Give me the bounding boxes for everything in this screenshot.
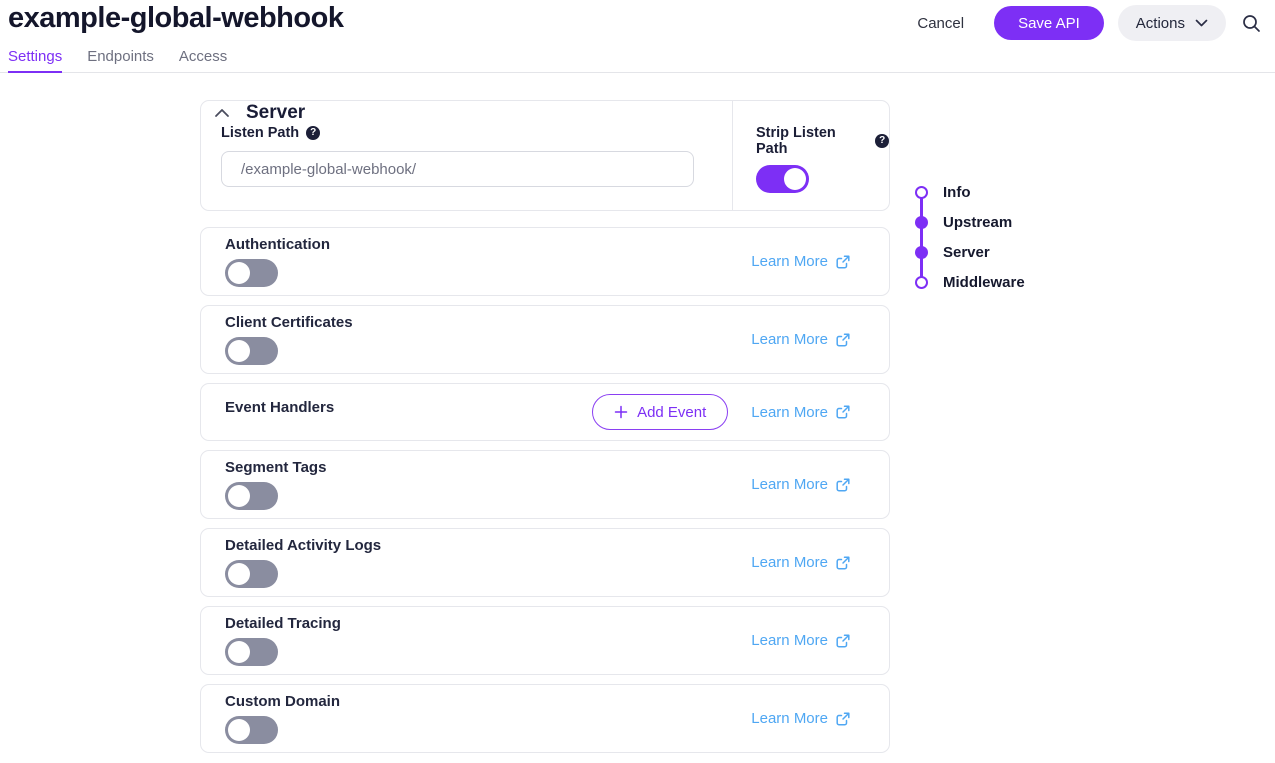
stepper-dot bbox=[915, 245, 928, 259]
toggle-knob bbox=[228, 641, 250, 663]
add-event-button[interactable]: Add Event bbox=[592, 394, 729, 430]
tab-bar: Settings Endpoints Access bbox=[0, 46, 1275, 73]
toggle-knob bbox=[228, 485, 250, 507]
segment-tags-toggle[interactable] bbox=[225, 482, 278, 510]
strip-listen-path-label: Strip Listen Path bbox=[756, 125, 836, 157]
external-link-icon bbox=[836, 332, 850, 347]
stepper-item-server[interactable]: Server bbox=[915, 237, 1025, 267]
stepper-line bbox=[920, 192, 923, 282]
external-link-icon bbox=[836, 633, 850, 648]
save-api-button[interactable]: Save API bbox=[994, 6, 1104, 40]
feature-label: Event Handlers bbox=[225, 399, 335, 416]
custom-domain-toggle[interactable] bbox=[225, 716, 278, 744]
stepper-dot bbox=[915, 275, 928, 289]
stepper-label: Middleware bbox=[943, 273, 1025, 291]
feature-label: Custom Domain bbox=[225, 693, 341, 710]
learn-more-link[interactable]: Learn More bbox=[751, 253, 851, 270]
learn-more-label: Learn More bbox=[751, 554, 828, 571]
stepper-label: Info bbox=[943, 183, 971, 201]
cancel-button[interactable]: Cancel bbox=[917, 14, 965, 32]
actions-button-label: Actions bbox=[1135, 14, 1185, 32]
learn-more-label: Learn More bbox=[751, 710, 828, 727]
collapse-section-button[interactable] bbox=[212, 106, 232, 120]
stepper-item-middleware[interactable]: Middleware bbox=[915, 267, 1025, 297]
toggle-knob bbox=[784, 168, 806, 190]
tab-access[interactable]: Access bbox=[178, 48, 228, 65]
client-certificates-toggle[interactable] bbox=[225, 337, 278, 365]
feature-card-event-handlers: Event Handlers Add Event Learn More bbox=[200, 383, 890, 441]
external-link-icon bbox=[836, 711, 850, 726]
strip-listen-path-field: Strip Listen Path ? bbox=[732, 101, 889, 210]
feature-card-client-certificates: Client Certificates Learn More bbox=[200, 305, 890, 374]
external-link-icon bbox=[836, 254, 850, 269]
detailed-tracing-toggle[interactable] bbox=[225, 638, 278, 666]
stepper-label: Upstream bbox=[943, 213, 1013, 231]
learn-more-label: Learn More bbox=[751, 253, 828, 270]
chevron-up-icon bbox=[215, 109, 229, 117]
feature-label: Detailed Activity Logs bbox=[225, 537, 382, 554]
detailed-activity-logs-toggle[interactable] bbox=[225, 560, 278, 588]
page-title: example-global-webhook bbox=[8, 2, 344, 34]
plus-icon bbox=[614, 405, 628, 419]
toggle-knob bbox=[228, 719, 250, 741]
server-section-header: Server bbox=[212, 102, 305, 124]
stepper-dot bbox=[915, 215, 928, 229]
feature-card-detailed-activity-logs: Detailed Activity Logs Learn More bbox=[200, 528, 890, 597]
search-icon bbox=[1243, 14, 1260, 32]
feature-label: Detailed Tracing bbox=[225, 615, 341, 632]
stepper-dot bbox=[915, 185, 928, 199]
learn-more-link[interactable]: Learn More bbox=[751, 331, 851, 348]
learn-more-link[interactable]: Learn More bbox=[751, 476, 851, 493]
authentication-toggle[interactable] bbox=[225, 259, 278, 287]
search-button[interactable] bbox=[1240, 12, 1263, 35]
listen-path-card: Listen Path ? Strip Listen Path ? bbox=[200, 100, 890, 211]
actions-button[interactable]: Actions bbox=[1117, 5, 1226, 41]
toggle-knob bbox=[228, 340, 250, 362]
learn-more-label: Learn More bbox=[751, 632, 828, 649]
feature-card-detailed-tracing: Detailed Tracing Learn More bbox=[200, 606, 890, 675]
external-link-icon bbox=[836, 555, 850, 570]
content-area: Server Listen Path ? Strip Listen Path ? bbox=[0, 100, 1275, 763]
stepper-label: Server bbox=[943, 243, 990, 261]
toggle-knob bbox=[228, 563, 250, 585]
feature-card-authentication: Authentication Learn More bbox=[200, 227, 890, 296]
tab-settings[interactable]: Settings bbox=[8, 46, 63, 73]
feature-card-segment-tags: Segment Tags Learn More bbox=[200, 450, 890, 519]
settings-cards: Listen Path ? Strip Listen Path ? Authen… bbox=[200, 100, 890, 753]
external-link-icon bbox=[836, 477, 850, 492]
learn-more-label: Learn More bbox=[751, 331, 828, 348]
section-title: Server bbox=[246, 102, 306, 123]
chevron-down-icon bbox=[1195, 19, 1208, 27]
toggle-knob bbox=[228, 262, 250, 284]
top-bar: example-global-webhook Cancel Save API A… bbox=[0, 0, 1275, 46]
add-event-label: Add Event bbox=[637, 403, 707, 421]
stepper-item-upstream[interactable]: Upstream bbox=[915, 207, 1025, 237]
learn-more-label: Learn More bbox=[751, 476, 828, 493]
listen-path-field: Listen Path ? bbox=[201, 101, 732, 210]
tab-endpoints[interactable]: Endpoints bbox=[87, 48, 154, 65]
listen-path-label: Listen Path bbox=[221, 125, 300, 141]
feature-card-custom-domain: Custom Domain Learn More bbox=[200, 684, 890, 753]
help-icon[interactable]: ? bbox=[875, 134, 889, 148]
learn-more-label: Learn More bbox=[751, 403, 828, 421]
strip-listen-path-toggle[interactable] bbox=[756, 165, 809, 193]
external-link-icon bbox=[836, 405, 850, 419]
learn-more-link[interactable]: Learn More bbox=[751, 632, 851, 649]
top-actions: Cancel Save API Actions bbox=[917, 4, 1263, 42]
learn-more-link[interactable]: Learn More bbox=[751, 710, 851, 727]
learn-more-link[interactable]: Learn More bbox=[751, 404, 851, 421]
help-icon[interactable]: ? bbox=[306, 126, 321, 140]
section-stepper: Info Upstream Server Middleware bbox=[915, 177, 1025, 297]
feature-label: Authentication bbox=[225, 236, 330, 253]
feature-label: Segment Tags bbox=[225, 459, 327, 476]
feature-label: Client Certificates bbox=[225, 314, 353, 331]
stepper-item-info[interactable]: Info bbox=[915, 177, 1025, 207]
learn-more-link[interactable]: Learn More bbox=[751, 554, 851, 571]
listen-path-input[interactable] bbox=[221, 151, 694, 187]
